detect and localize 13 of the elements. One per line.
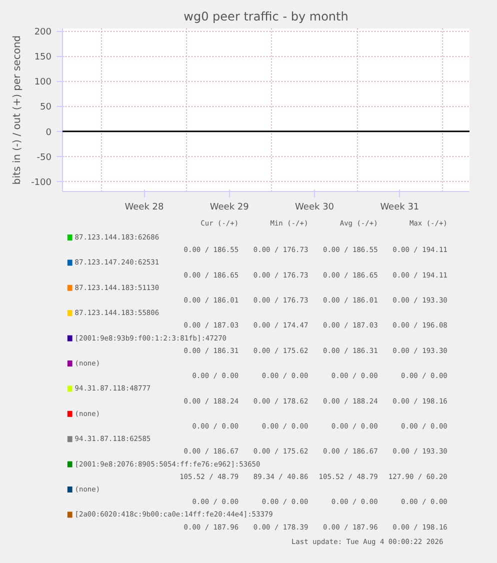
y-tick-label: 100 <box>34 78 52 88</box>
y-tick-label: 150 <box>34 52 52 63</box>
y-tick-label: 0 <box>46 128 52 138</box>
y-tick-label: -100 <box>31 178 52 188</box>
chart-title: wg0 peer traffic - by month <box>184 10 348 24</box>
y-tick-label: 50 <box>40 102 52 113</box>
x-tick-label: Week 30 <box>295 202 334 212</box>
x-tick-label: Week 31 <box>380 202 420 212</box>
x-tick-label: Week 29 <box>210 202 250 212</box>
y-tick-label: 200 <box>34 28 52 38</box>
x-tick-label: Week 28 <box>124 202 164 212</box>
y-tick-label: -50 <box>36 152 52 163</box>
y-axis-title: bits in (-) / out (+) per second <box>12 35 24 185</box>
